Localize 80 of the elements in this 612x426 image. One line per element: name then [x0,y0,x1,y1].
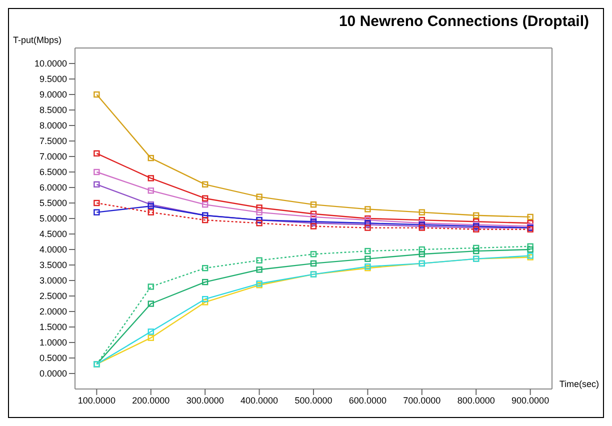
point [202,195,208,202]
y-tick-label: 8.0000 [39,120,67,131]
y-tick-label: 4.0000 [39,244,67,255]
y-tick-label: 0.0000 [39,368,67,379]
x-tick-label: 900.0000 [512,395,550,406]
point [364,224,371,231]
y-tick-label: 3.0000 [39,276,67,286]
y-tick-label: 2.5000 [39,291,67,302]
point [310,260,317,267]
point [202,296,208,302]
point [418,209,426,216]
y-tick-label: 1.0000 [39,338,67,348]
y-tick-label: 1.5000 [39,322,67,332]
point [148,209,154,216]
point [364,256,371,262]
chart-title: 10 Newreno Connections (Droptail) [338,13,589,30]
y-tick-label: 3.5000 [39,260,67,270]
point [94,150,100,156]
point [148,328,154,335]
point [310,210,317,217]
point [256,209,262,216]
point [310,201,317,208]
point [256,220,262,226]
y-axis-title: T-put(Mbps) [13,35,62,45]
x-axis-title: Time(sec) [559,379,599,389]
point [148,334,154,341]
point [527,214,534,220]
point [148,300,154,307]
y-tick-label: 5.0000 [39,214,67,224]
y-tick-label: 6.5000 [39,167,67,178]
point [148,175,154,182]
point [94,209,100,216]
y-tick-label: 7.0000 [39,152,67,162]
y-tick-label: 10.0000 [34,58,67,69]
point [94,91,100,98]
y-tick-label: 9.0000 [39,90,67,100]
y-tick-label: 5.5000 [39,198,67,208]
x-tick-label: 600.0000 [348,395,386,406]
point [202,265,208,272]
point [473,212,480,218]
point [364,206,371,212]
point [310,214,317,220]
point [256,266,262,273]
y-tick-label: 2.0000 [39,306,67,317]
point [202,278,208,286]
point [473,248,480,254]
x-tick-label: 400.0000 [240,395,278,406]
point [527,243,534,250]
point [148,188,154,194]
point [418,246,426,253]
x-tick-label: 800.0000 [457,395,495,406]
y-tick-label: 8.5000 [39,105,67,116]
point [364,248,371,254]
point [94,181,100,188]
y-tick-label: 9.5000 [39,74,67,84]
point [418,251,426,258]
point [202,181,208,188]
point [202,201,208,208]
point [256,257,262,264]
x-tick-label: 500.0000 [294,395,332,406]
point [202,299,208,306]
point [94,168,100,176]
y-tick-label: 7.5000 [39,136,67,146]
point [310,223,317,230]
point [527,246,534,253]
point [256,204,262,211]
x-tick-label: 200.0000 [132,395,170,406]
point [202,216,208,224]
point [148,154,154,162]
point [310,251,317,258]
point [148,284,154,290]
y-tick-label: 0.5000 [39,353,67,364]
y-tick-label: 4.5000 [39,229,67,240]
x-tick-label: 100.0000 [78,395,116,406]
point [473,244,480,252]
x-tick-label: 300.0000 [186,395,224,406]
point [94,200,100,206]
x-tick-label: 700.0000 [403,395,441,406]
point [256,194,262,200]
y-tick-label: 6.0000 [39,182,67,193]
